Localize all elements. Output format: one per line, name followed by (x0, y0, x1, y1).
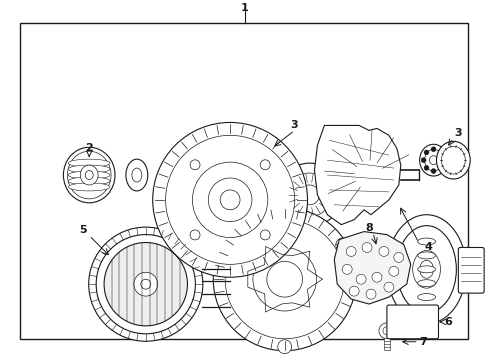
Circle shape (379, 247, 389, 256)
Circle shape (372, 272, 382, 282)
Circle shape (193, 162, 268, 238)
Text: 8: 8 (365, 222, 373, 233)
Circle shape (104, 243, 188, 326)
Ellipse shape (69, 177, 110, 185)
FancyBboxPatch shape (387, 305, 439, 339)
Circle shape (225, 220, 344, 339)
Circle shape (389, 266, 399, 276)
Ellipse shape (419, 260, 434, 278)
Polygon shape (315, 125, 401, 225)
Text: 1: 1 (241, 3, 249, 13)
Circle shape (166, 135, 294, 264)
Circle shape (361, 167, 377, 183)
Ellipse shape (69, 183, 110, 191)
Ellipse shape (126, 159, 148, 191)
Bar (384, 338, 390, 350)
Circle shape (342, 264, 352, 274)
Circle shape (438, 150, 443, 155)
Ellipse shape (96, 235, 196, 334)
Circle shape (278, 163, 341, 227)
Circle shape (346, 247, 356, 256)
FancyBboxPatch shape (458, 247, 484, 293)
Text: 7: 7 (420, 337, 427, 347)
Ellipse shape (132, 168, 142, 182)
Circle shape (220, 238, 234, 252)
Circle shape (421, 158, 426, 163)
Circle shape (299, 185, 319, 205)
Ellipse shape (89, 227, 203, 341)
Circle shape (394, 252, 404, 262)
Circle shape (213, 208, 356, 351)
Bar (20, 23, 468, 339)
Ellipse shape (417, 238, 436, 245)
Circle shape (384, 282, 394, 292)
Circle shape (260, 160, 270, 170)
Bar (407, 313, 413, 329)
Circle shape (441, 158, 446, 163)
Ellipse shape (69, 159, 110, 167)
Circle shape (431, 147, 436, 152)
Circle shape (134, 272, 158, 296)
Circle shape (383, 327, 391, 335)
Circle shape (356, 274, 366, 284)
Circle shape (141, 279, 151, 289)
Ellipse shape (80, 165, 98, 185)
Ellipse shape (63, 147, 115, 203)
Circle shape (253, 247, 317, 311)
Circle shape (362, 243, 372, 252)
Circle shape (208, 178, 252, 222)
Circle shape (424, 150, 429, 155)
Polygon shape (334, 231, 411, 304)
Ellipse shape (437, 141, 470, 179)
Circle shape (190, 160, 200, 170)
Ellipse shape (413, 251, 441, 288)
Text: 3: 3 (455, 129, 462, 138)
Ellipse shape (85, 171, 93, 180)
Circle shape (354, 160, 384, 190)
Text: 4: 4 (425, 243, 433, 252)
Circle shape (431, 168, 436, 174)
Circle shape (267, 261, 302, 297)
Bar (397, 313, 403, 329)
Bar (427, 313, 433, 329)
Circle shape (153, 122, 308, 277)
Text: 2: 2 (85, 143, 93, 153)
Circle shape (379, 323, 395, 339)
Circle shape (288, 173, 331, 217)
Text: 6: 6 (444, 317, 452, 327)
Ellipse shape (417, 280, 436, 287)
Text: 3: 3 (291, 121, 298, 130)
Ellipse shape (425, 149, 442, 171)
Ellipse shape (387, 215, 466, 324)
Circle shape (336, 238, 350, 252)
Circle shape (349, 286, 359, 296)
Bar (416, 313, 422, 329)
Circle shape (438, 165, 443, 170)
Circle shape (190, 230, 200, 240)
Ellipse shape (68, 151, 111, 199)
Ellipse shape (69, 171, 110, 179)
Circle shape (278, 340, 292, 354)
Text: 5: 5 (79, 225, 87, 235)
Circle shape (260, 230, 270, 240)
Circle shape (366, 289, 376, 299)
Circle shape (424, 165, 429, 170)
Ellipse shape (397, 226, 456, 313)
Ellipse shape (417, 252, 436, 259)
Ellipse shape (417, 294, 436, 301)
Ellipse shape (430, 156, 438, 165)
Ellipse shape (417, 266, 436, 273)
Ellipse shape (69, 165, 110, 173)
Ellipse shape (441, 146, 466, 174)
Ellipse shape (419, 144, 447, 176)
Circle shape (220, 190, 240, 210)
